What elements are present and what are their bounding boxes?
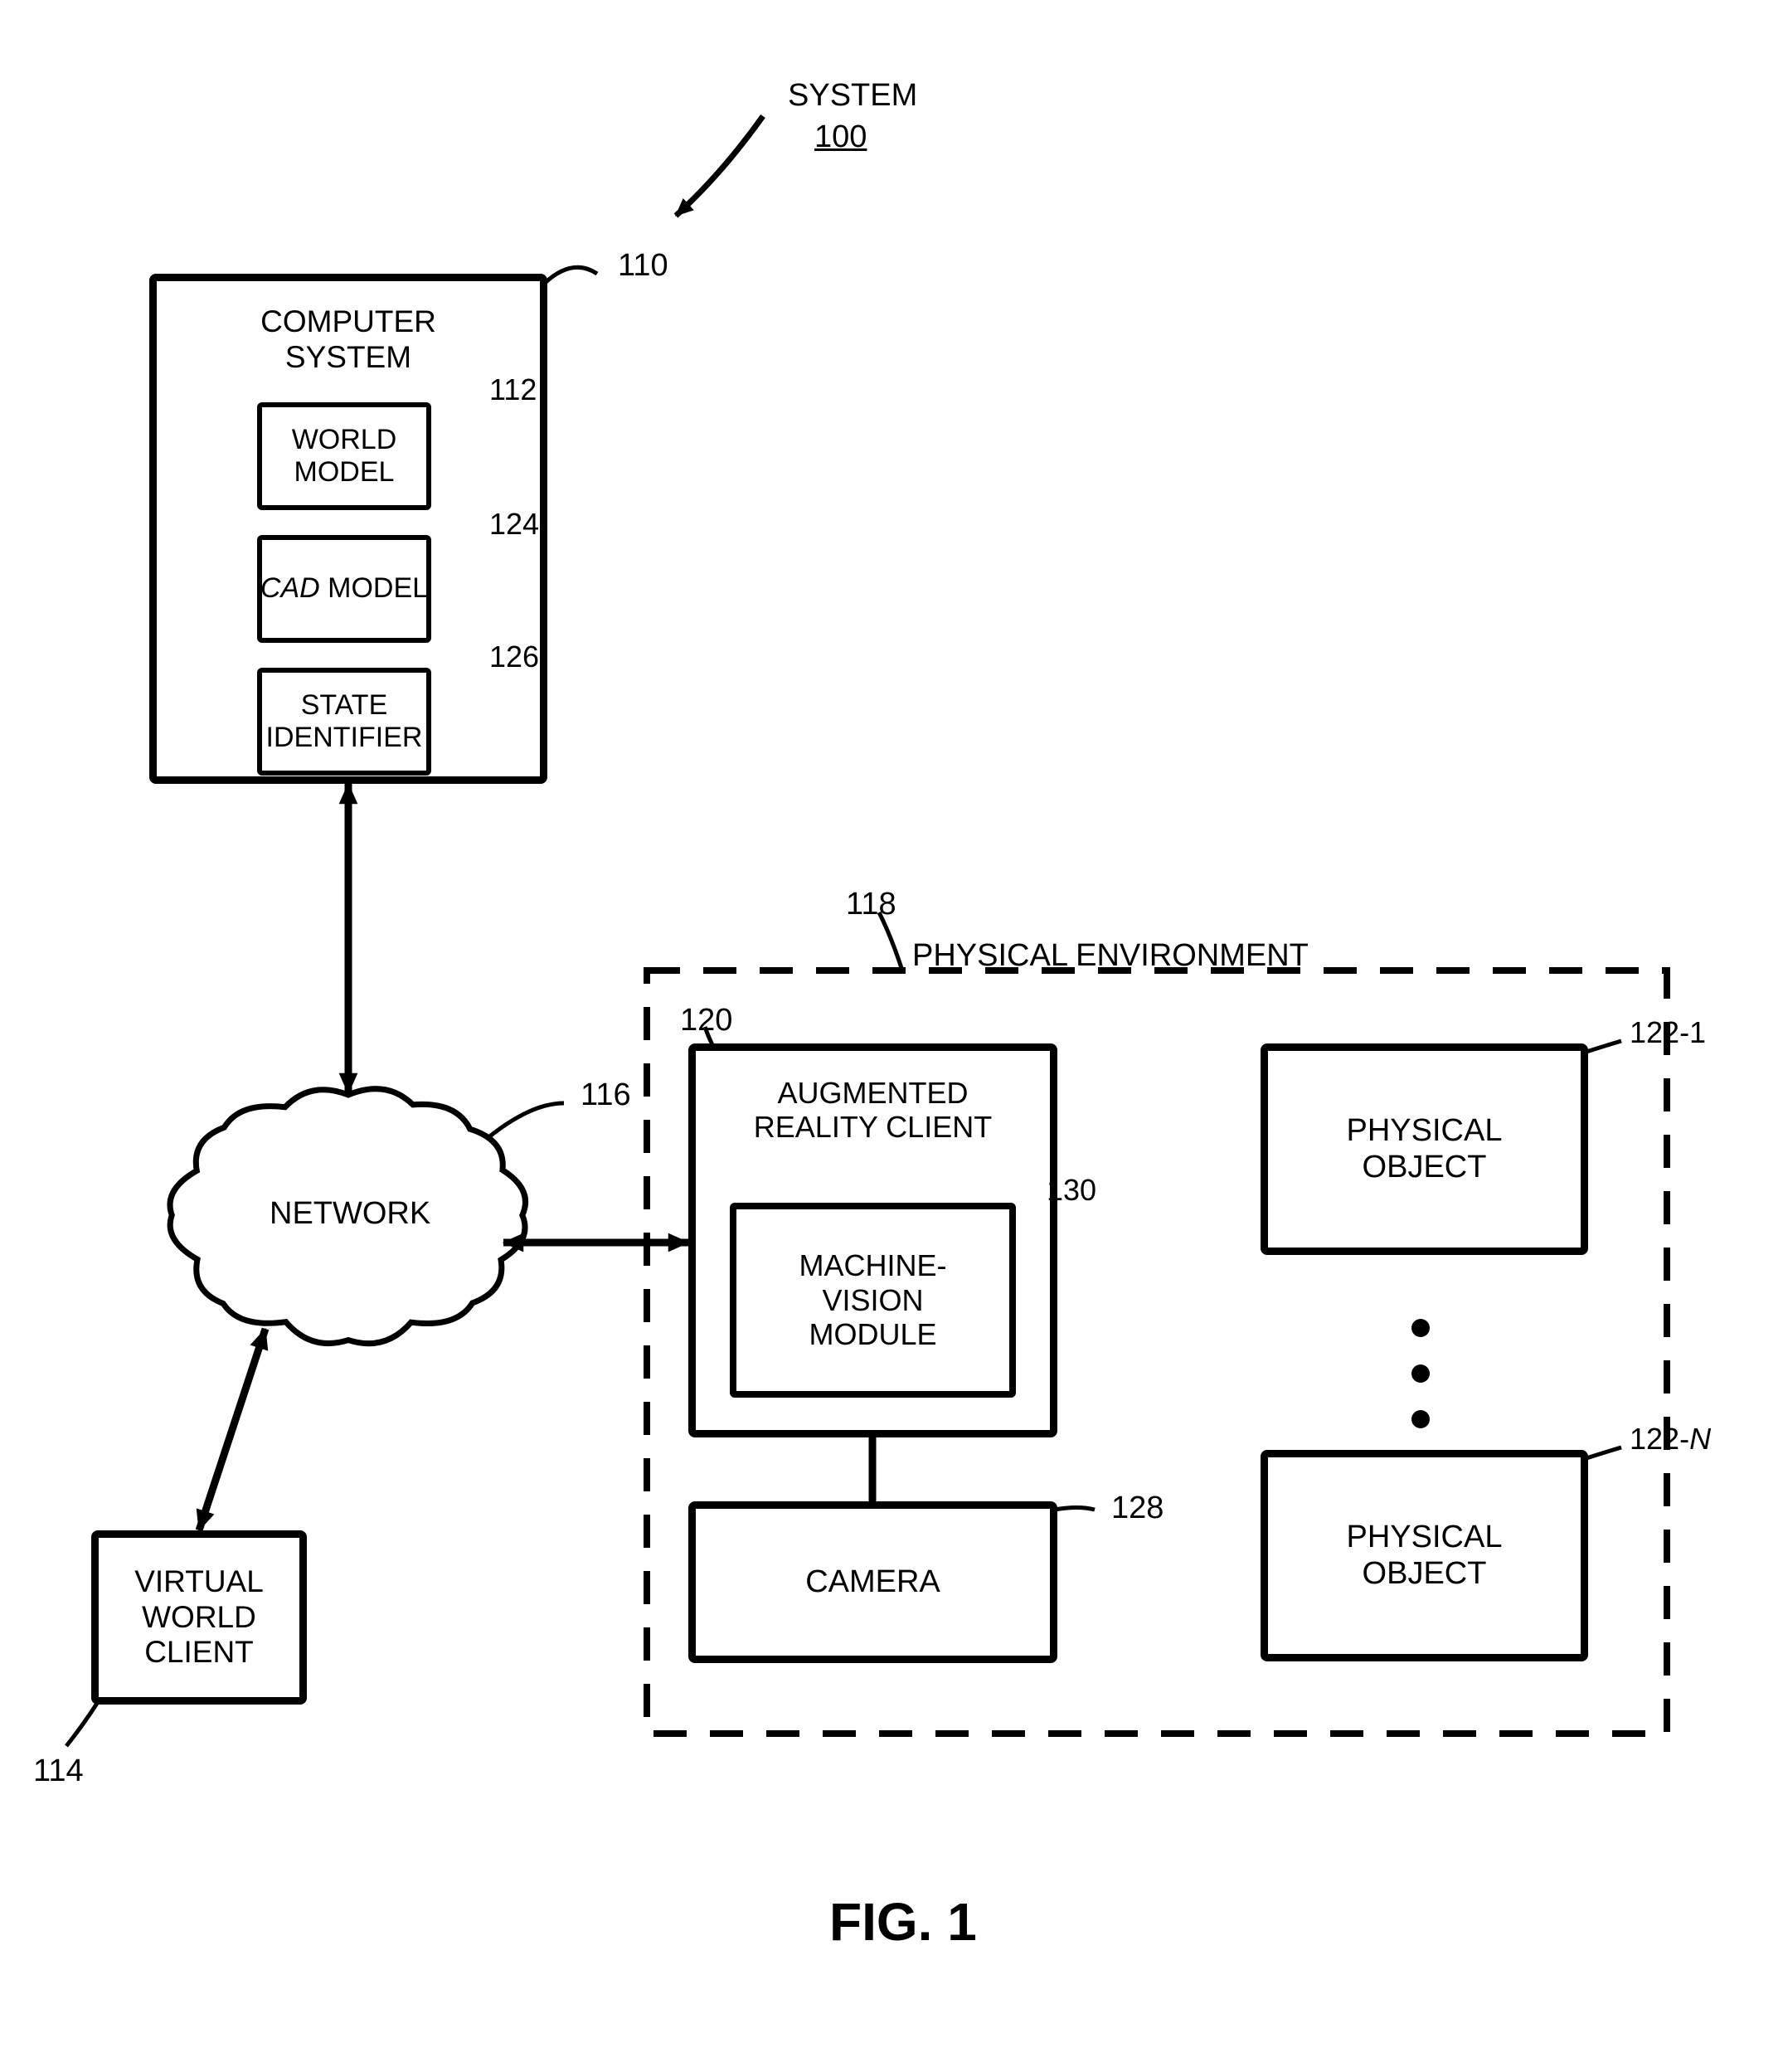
world-model-box: WORLD MODEL (257, 402, 431, 510)
physical-object-n-box: PHYSICAL OBJECT (1261, 1450, 1588, 1661)
state-identifier-box-text: STATE IDENTIFIER (266, 689, 423, 754)
physical-object-n-box-ref: 122-N (1630, 1423, 1711, 1456)
physical-environment-ref: 118 (846, 888, 896, 922)
virtual-world-client-box: VIRTUAL WORLD CLIENT (91, 1530, 307, 1705)
camera-text: CAMERA (805, 1564, 940, 1601)
figure-caption: FIG. 1 (829, 1891, 977, 1953)
virtual-world-client-text: VIRTUAL WORLD CLIENT (134, 1564, 264, 1671)
physical-object-1-box-text: PHYSICAL OBJECT (1347, 1113, 1503, 1185)
system-number: 100 (814, 120, 867, 155)
cad-model-box-ref: 124 (489, 508, 539, 541)
ar-client-title: AUGMENTED REALITY CLIENT (754, 1076, 992, 1145)
physical-environment-title: PHYSICAL ENVIRONMENT (912, 939, 1309, 974)
physical-object-n-box-text: PHYSICAL OBJECT (1347, 1520, 1503, 1592)
system-title: SYSTEM (788, 79, 917, 114)
camera-box: CAMERA (688, 1501, 1057, 1663)
physical-object-1-box-ref: 122-1 (1630, 1016, 1706, 1049)
camera-ref: 128 (1111, 1491, 1164, 1526)
vdots-0 (1411, 1319, 1430, 1337)
world-model-box-text: WORLD MODEL (292, 424, 397, 489)
ar-client-ref: 120 (680, 1004, 732, 1038)
state-identifier-box-ref: 126 (489, 640, 539, 674)
vdots-1 (1411, 1364, 1430, 1383)
vdots-2 (1411, 1410, 1430, 1428)
state-identifier-box: STATE IDENTIFIER (257, 668, 431, 776)
diagram-stage: SYSTEM 100 COMPUTER SYSTEM 110 WORLD MODEL 11… (0, 0, 1783, 2072)
mv-module-ref: 130 (1047, 1174, 1096, 1207)
computer-system-title: COMPUTER SYSTEM (260, 304, 436, 375)
network-label: NETWORK (270, 1197, 430, 1232)
computer-system-ref: 110 (618, 249, 668, 284)
world-model-box-ref: 112 (489, 373, 537, 406)
mv-module-box: MACHINE- VISION MODULE (730, 1203, 1016, 1398)
physical-object-1-box: PHYSICAL OBJECT (1261, 1043, 1588, 1255)
cad-model-box: CAD MODEL (257, 535, 431, 643)
network-ref: 116 (581, 1078, 631, 1113)
mv-module-text: MACHINE- VISION MODULE (799, 1248, 947, 1351)
virtual-world-client-ref: 114 (33, 1754, 84, 1789)
cad-model-box-text: CAD MODEL (260, 572, 428, 605)
